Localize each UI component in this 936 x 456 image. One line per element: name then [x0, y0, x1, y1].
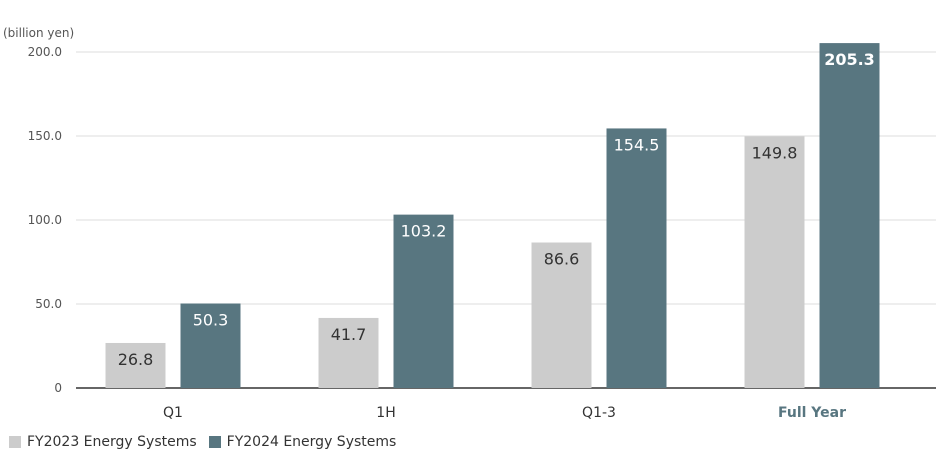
data-label: 41.7	[331, 325, 367, 344]
bar-fy2023-q1	[105, 342, 166, 388]
legend-label-fy2024: FY2024 Energy Systems	[226, 434, 397, 450]
bar-chart: (billion yen) 0 50.0 100.0 150.0 200.0 26.8 5…	[3, 26, 936, 421]
y-axis-unit-label: (billion yen)	[3, 26, 74, 40]
bar-fy2023-full-year	[744, 136, 805, 388]
y-tick-label: 50.0	[35, 297, 62, 311]
bar-fy2024-1h	[393, 214, 454, 388]
bars	[105, 43, 880, 388]
data-label: 50.3	[193, 310, 229, 329]
data-label: 149.8	[752, 143, 798, 162]
bar-fy2023-q1-3	[531, 242, 592, 388]
legend-item-fy2024: FY2024 Energy Systems	[208, 434, 397, 450]
legend-swatch-fy2023	[9, 436, 21, 448]
legend-swatch-fy2024	[208, 436, 221, 448]
x-category-label: Full Year	[778, 405, 846, 421]
y-tick-label: 100.0	[28, 213, 62, 227]
legend-label-fy2023: FY2023 Energy Systems	[27, 434, 197, 450]
bar-fy2024-q1-3	[606, 128, 667, 388]
y-axis-ticks: 0 50.0 100.0 150.0 200.0	[28, 45, 62, 395]
bar-fy2024-full-year	[819, 43, 880, 388]
y-tick-label: 150.0	[28, 129, 62, 143]
data-label: 205.3	[824, 50, 875, 69]
legend-item-fy2023: FY2023 Energy Systems	[9, 434, 197, 450]
bar-fy2023-1h	[318, 317, 379, 388]
x-category-label: 1H	[376, 405, 395, 421]
y-tick-label: 200.0	[28, 45, 62, 59]
x-axis-categories: Q1 1H Q1-3 Full Year	[163, 405, 846, 421]
data-label: 154.5	[614, 135, 660, 154]
data-label: 86.6	[544, 250, 580, 269]
x-category-label: Q1-3	[582, 405, 616, 421]
data-label: 103.2	[401, 222, 447, 241]
legend: FY2023 Energy Systems FY2024 Energy Syst…	[9, 434, 408, 450]
data-labels: 26.8 50.3 41.7 103.2 86.6 154.5 149.8 205.3	[118, 50, 875, 369]
x-category-label: Q1	[163, 405, 183, 421]
data-label: 26.8	[118, 350, 154, 369]
bar-fy2024-q1	[180, 303, 241, 388]
y-tick-label: 0	[54, 381, 62, 395]
